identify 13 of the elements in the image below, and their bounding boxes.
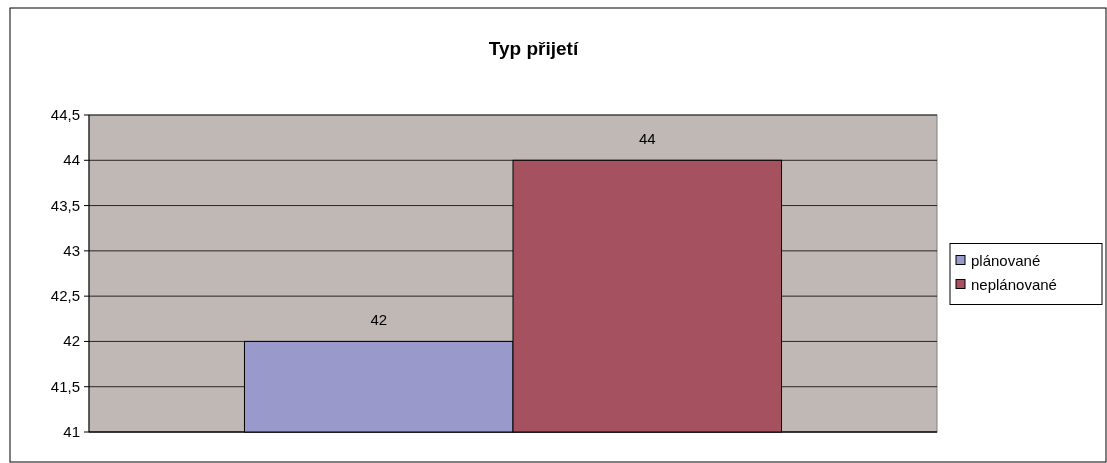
legend-label: plánované [971, 251, 1041, 269]
y-tick-label: 43 [63, 241, 80, 259]
y-tick-label: 41 [63, 423, 80, 440]
y-tick-label: 41,5 [50, 377, 80, 395]
y-tick-label: 44,5 [50, 106, 80, 123]
y-tick-label: 42 [63, 332, 80, 350]
legend-label: neplánované [971, 275, 1057, 293]
chart-title: Typ přijetí [488, 38, 579, 59]
data-label: 44 [638, 130, 656, 148]
y-tick-label: 43,5 [50, 196, 80, 214]
data-label: 42 [370, 311, 388, 329]
y-tick-label: 42,5 [50, 287, 80, 305]
y-tick-label: 44 [63, 151, 80, 169]
